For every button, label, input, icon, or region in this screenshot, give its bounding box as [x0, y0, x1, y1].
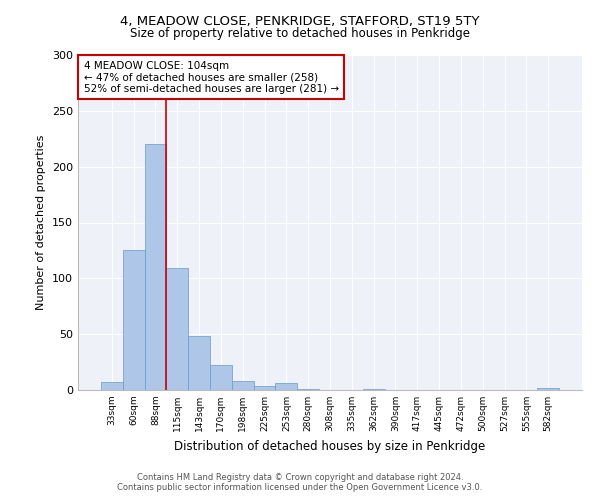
Bar [123, 250, 145, 390]
Text: Contains HM Land Registry data © Crown copyright and database right 2024.
Contai: Contains HM Land Registry data © Crown c… [118, 473, 482, 492]
Bar [297, 389, 319, 390]
X-axis label: Distribution of detached houses by size in Penkridge: Distribution of detached houses by size … [175, 440, 485, 452]
Bar [363, 389, 385, 390]
Text: Size of property relative to detached houses in Penkridge: Size of property relative to detached ho… [130, 28, 470, 40]
Bar [166, 268, 188, 390]
Text: 4 MEADOW CLOSE: 104sqm
← 47% of detached houses are smaller (258)
52% of semi-de: 4 MEADOW CLOSE: 104sqm ← 47% of detached… [83, 60, 338, 94]
Bar [101, 382, 123, 390]
Bar [210, 366, 232, 390]
Bar [232, 381, 254, 390]
Bar [188, 336, 210, 390]
Y-axis label: Number of detached properties: Number of detached properties [37, 135, 46, 310]
Text: 4, MEADOW CLOSE, PENKRIDGE, STAFFORD, ST19 5TY: 4, MEADOW CLOSE, PENKRIDGE, STAFFORD, ST… [120, 15, 480, 28]
Bar [275, 384, 297, 390]
Bar [537, 388, 559, 390]
Bar [145, 144, 166, 390]
Bar [254, 386, 275, 390]
